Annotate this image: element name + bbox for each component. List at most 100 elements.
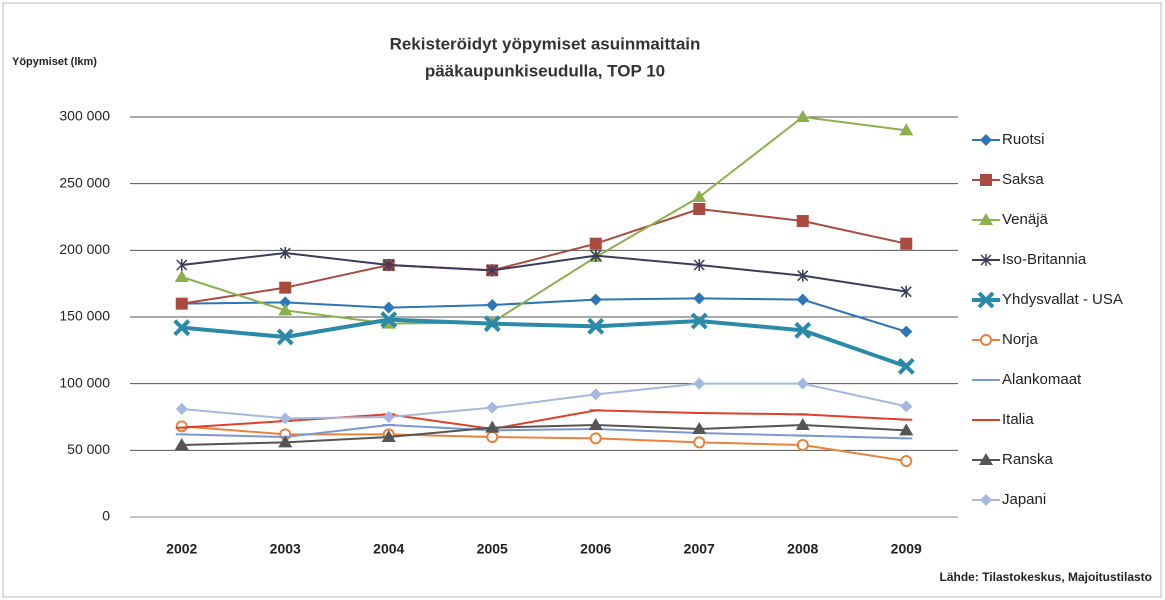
point [692,190,707,202]
point [174,270,189,282]
point [900,455,913,467]
legend-marker [980,174,992,186]
point [381,430,396,442]
x-tick-label: 2008 [787,541,818,557]
series-line [181,409,907,431]
legend-label: Norja [1002,331,1039,348]
point [899,423,914,436]
x-tick-label: 2005 [477,541,508,557]
point [175,403,188,415]
point [693,436,706,449]
point [486,401,499,414]
legend-label: Ruotsi [1002,131,1045,148]
point [900,237,913,250]
point [279,281,292,294]
point [795,418,810,430]
point [486,431,499,443]
series-line [181,423,907,440]
point [690,312,708,330]
point [589,293,602,306]
legend-marker [980,254,992,266]
y-axis-label: Yöpymiset (lkm) [12,56,97,68]
legend-marker [980,494,992,506]
point [796,377,809,390]
y-tick-label: 0 [102,508,110,524]
legend-marker [977,291,995,309]
legend-label: Italia [1002,411,1034,428]
legend-label: Venäjä [1002,211,1049,228]
legend-label: Saksa [1002,171,1044,188]
point [900,325,913,338]
point [587,317,605,335]
point [795,110,810,122]
x-tick-label: 2007 [684,541,715,557]
x-tick-label: 2003 [270,541,301,557]
series-line [181,423,907,446]
point [794,321,812,339]
point [175,297,188,310]
y-tick-label: 200 000 [59,241,110,257]
point [278,303,293,316]
point [797,269,809,282]
chart-title: Rekisteröidyt yöpymiset asuinmaittain [390,34,701,53]
x-tick-label: 2009 [891,541,922,557]
series-line [181,317,907,369]
source: Lähde: Tilastokeskus, Majoitustilasto [940,570,1153,584]
point [382,411,395,423]
point [588,418,603,430]
point [276,328,294,346]
x-tick-label: 2002 [166,541,197,557]
point [589,432,602,445]
series-line [181,115,907,325]
chart-subtitle: pääkaupunkiseudulla, TOP 10 [425,61,665,80]
point [279,247,291,259]
y-tick-label: 150 000 [59,308,110,324]
legend-marker [979,213,993,225]
point [590,249,602,262]
x-tick-label: 2004 [373,541,404,557]
x-tick-label: 2006 [580,541,611,557]
point [278,435,293,448]
point [693,292,706,305]
point [380,311,398,329]
point [483,315,501,333]
point [900,285,912,298]
y-tick-label: 300 000 [59,108,110,124]
point [279,412,292,425]
point [693,377,706,390]
legend-label: Japani [1002,491,1046,508]
point [175,420,188,433]
point [796,215,809,227]
y-tick-label: 50 000 [67,441,110,457]
series-line [181,207,907,305]
y-tick-label: 250 000 [59,174,110,190]
legend-label: Yhdysvallat - USA [1002,291,1123,308]
point [383,259,395,271]
series-line [181,251,907,293]
legend-label: Ranska [1002,451,1054,468]
point [486,264,498,277]
point [173,319,191,337]
point [900,400,913,413]
point [485,420,500,433]
point [796,439,809,451]
point [589,237,602,250]
point [176,259,188,271]
point [279,296,292,309]
point [382,301,395,314]
point [693,203,706,215]
point [589,388,602,401]
point [897,357,915,375]
point [796,293,809,306]
series-line [181,382,907,420]
point [899,123,914,136]
y-tick-label: 100 000 [59,374,110,390]
legend-marker [980,334,992,346]
point [174,438,189,450]
point [692,422,707,434]
point [693,259,705,271]
series-line [181,297,907,333]
legend-marker [980,134,992,146]
